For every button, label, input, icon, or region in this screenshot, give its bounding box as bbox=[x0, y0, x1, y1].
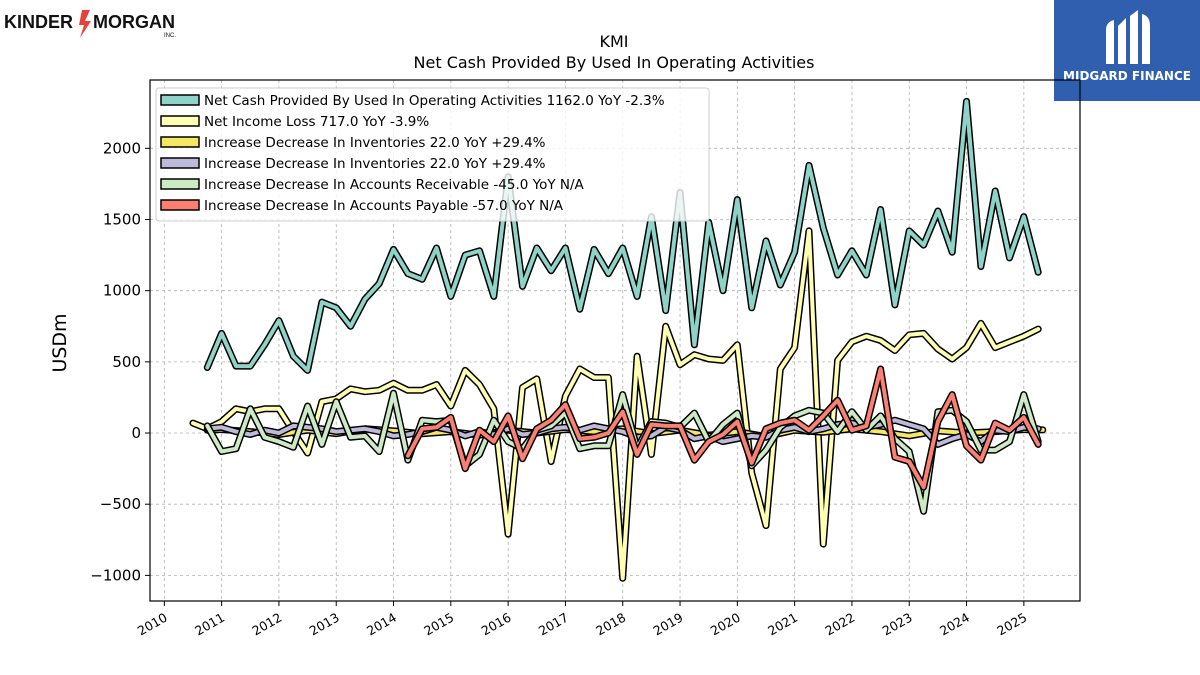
series-5 bbox=[404, 365, 1042, 491]
y-axis-label: USDm bbox=[49, 313, 71, 372]
chart-title: KMI bbox=[599, 32, 628, 51]
legend-swatch bbox=[160, 199, 200, 211]
x-tick-label: 2012 bbox=[249, 610, 284, 639]
legend-label: Increase Decrease In Inventories 22.0 Yo… bbox=[204, 156, 546, 172]
legend-swatch bbox=[160, 115, 200, 127]
x-tick-label: 2023 bbox=[880, 610, 915, 639]
series-lines bbox=[189, 97, 1047, 582]
y-axis: −1000 −500 0 500 1000 1500 2000 bbox=[90, 139, 150, 584]
legend-label: Net Income Loss 717.0 YoY -3.9% bbox=[204, 114, 429, 130]
logo-word-morgan: MORGAN bbox=[93, 12, 175, 32]
x-tick-label: 2022 bbox=[822, 610, 857, 639]
y-tick-label: −1000 bbox=[90, 566, 141, 584]
x-tick-label: 2010 bbox=[135, 610, 170, 639]
legend-label: Increase Decrease In Inventories 22.0 Yo… bbox=[204, 135, 546, 151]
legend-label: Increase Decrease In Accounts Payable -5… bbox=[204, 198, 564, 214]
y-tick-label: 0 bbox=[131, 424, 141, 442]
midgard-finance-logo: MIDGARD FINANCE bbox=[1054, 0, 1200, 101]
legend-label: Net Cash Provided By Used In Operating A… bbox=[204, 93, 665, 109]
chart-subtitle: Net Cash Provided By Used In Operating A… bbox=[414, 53, 815, 72]
x-tick-label: 2021 bbox=[765, 610, 800, 639]
x-axis: 2010 2011 2012 2013 2014 2015 2016 2017 2018 2019… bbox=[135, 601, 1029, 639]
x-tick-label: 2014 bbox=[364, 610, 399, 639]
x-tick-label: 2013 bbox=[307, 610, 342, 639]
y-tick-label: 500 bbox=[112, 353, 141, 371]
midgard-emblem-icon bbox=[1106, 10, 1150, 64]
lightning-bolt-icon bbox=[79, 10, 91, 38]
kinder-morgan-logo: KINDER MORGAN INC. bbox=[4, 6, 184, 44]
midgard-finance-text: MIDGARD FINANCE bbox=[1063, 69, 1191, 83]
y-tick-label: −500 bbox=[100, 495, 141, 513]
y-tick-label: 2000 bbox=[103, 139, 141, 157]
legend-box bbox=[155, 87, 710, 222]
y-tick-label: 1000 bbox=[103, 282, 141, 300]
legend-swatch bbox=[160, 94, 200, 106]
y-tick-label: 1500 bbox=[103, 211, 141, 229]
legend-swatch bbox=[160, 157, 200, 169]
plot-frame bbox=[149, 79, 1081, 602]
series-1 bbox=[189, 227, 1042, 582]
x-tick-label: 2018 bbox=[593, 610, 628, 639]
x-tick-label: 2025 bbox=[994, 610, 1029, 639]
x-tick-label: 2011 bbox=[192, 610, 227, 639]
logo-suffix: INC. bbox=[164, 33, 176, 39]
x-tick-label: 2017 bbox=[536, 610, 571, 639]
series-line bbox=[405, 367, 1041, 490]
x-tick-label: 2015 bbox=[421, 610, 456, 639]
logo-word-kinder: KINDER bbox=[4, 12, 73, 32]
legend-swatch bbox=[160, 136, 200, 148]
series-4 bbox=[203, 389, 1042, 515]
x-tick-label: 2019 bbox=[650, 610, 685, 639]
kinder-morgan-logo-mark: KINDER MORGAN INC. bbox=[4, 10, 176, 39]
midgard-finance-logo-mark: MIDGARD FINANCE bbox=[1063, 10, 1191, 83]
series-line bbox=[205, 391, 1041, 514]
series-line bbox=[205, 99, 1041, 373]
legend: Net Cash Provided By Used In Operating A… bbox=[155, 87, 710, 222]
x-tick-label: 2020 bbox=[708, 610, 743, 639]
legend-swatch bbox=[160, 178, 200, 190]
series-0 bbox=[203, 97, 1042, 374]
x-tick-label: 2016 bbox=[479, 610, 514, 639]
legend-label: Increase Decrease In Accounts Receivable… bbox=[204, 177, 585, 193]
x-tick-label: 2024 bbox=[937, 610, 972, 639]
